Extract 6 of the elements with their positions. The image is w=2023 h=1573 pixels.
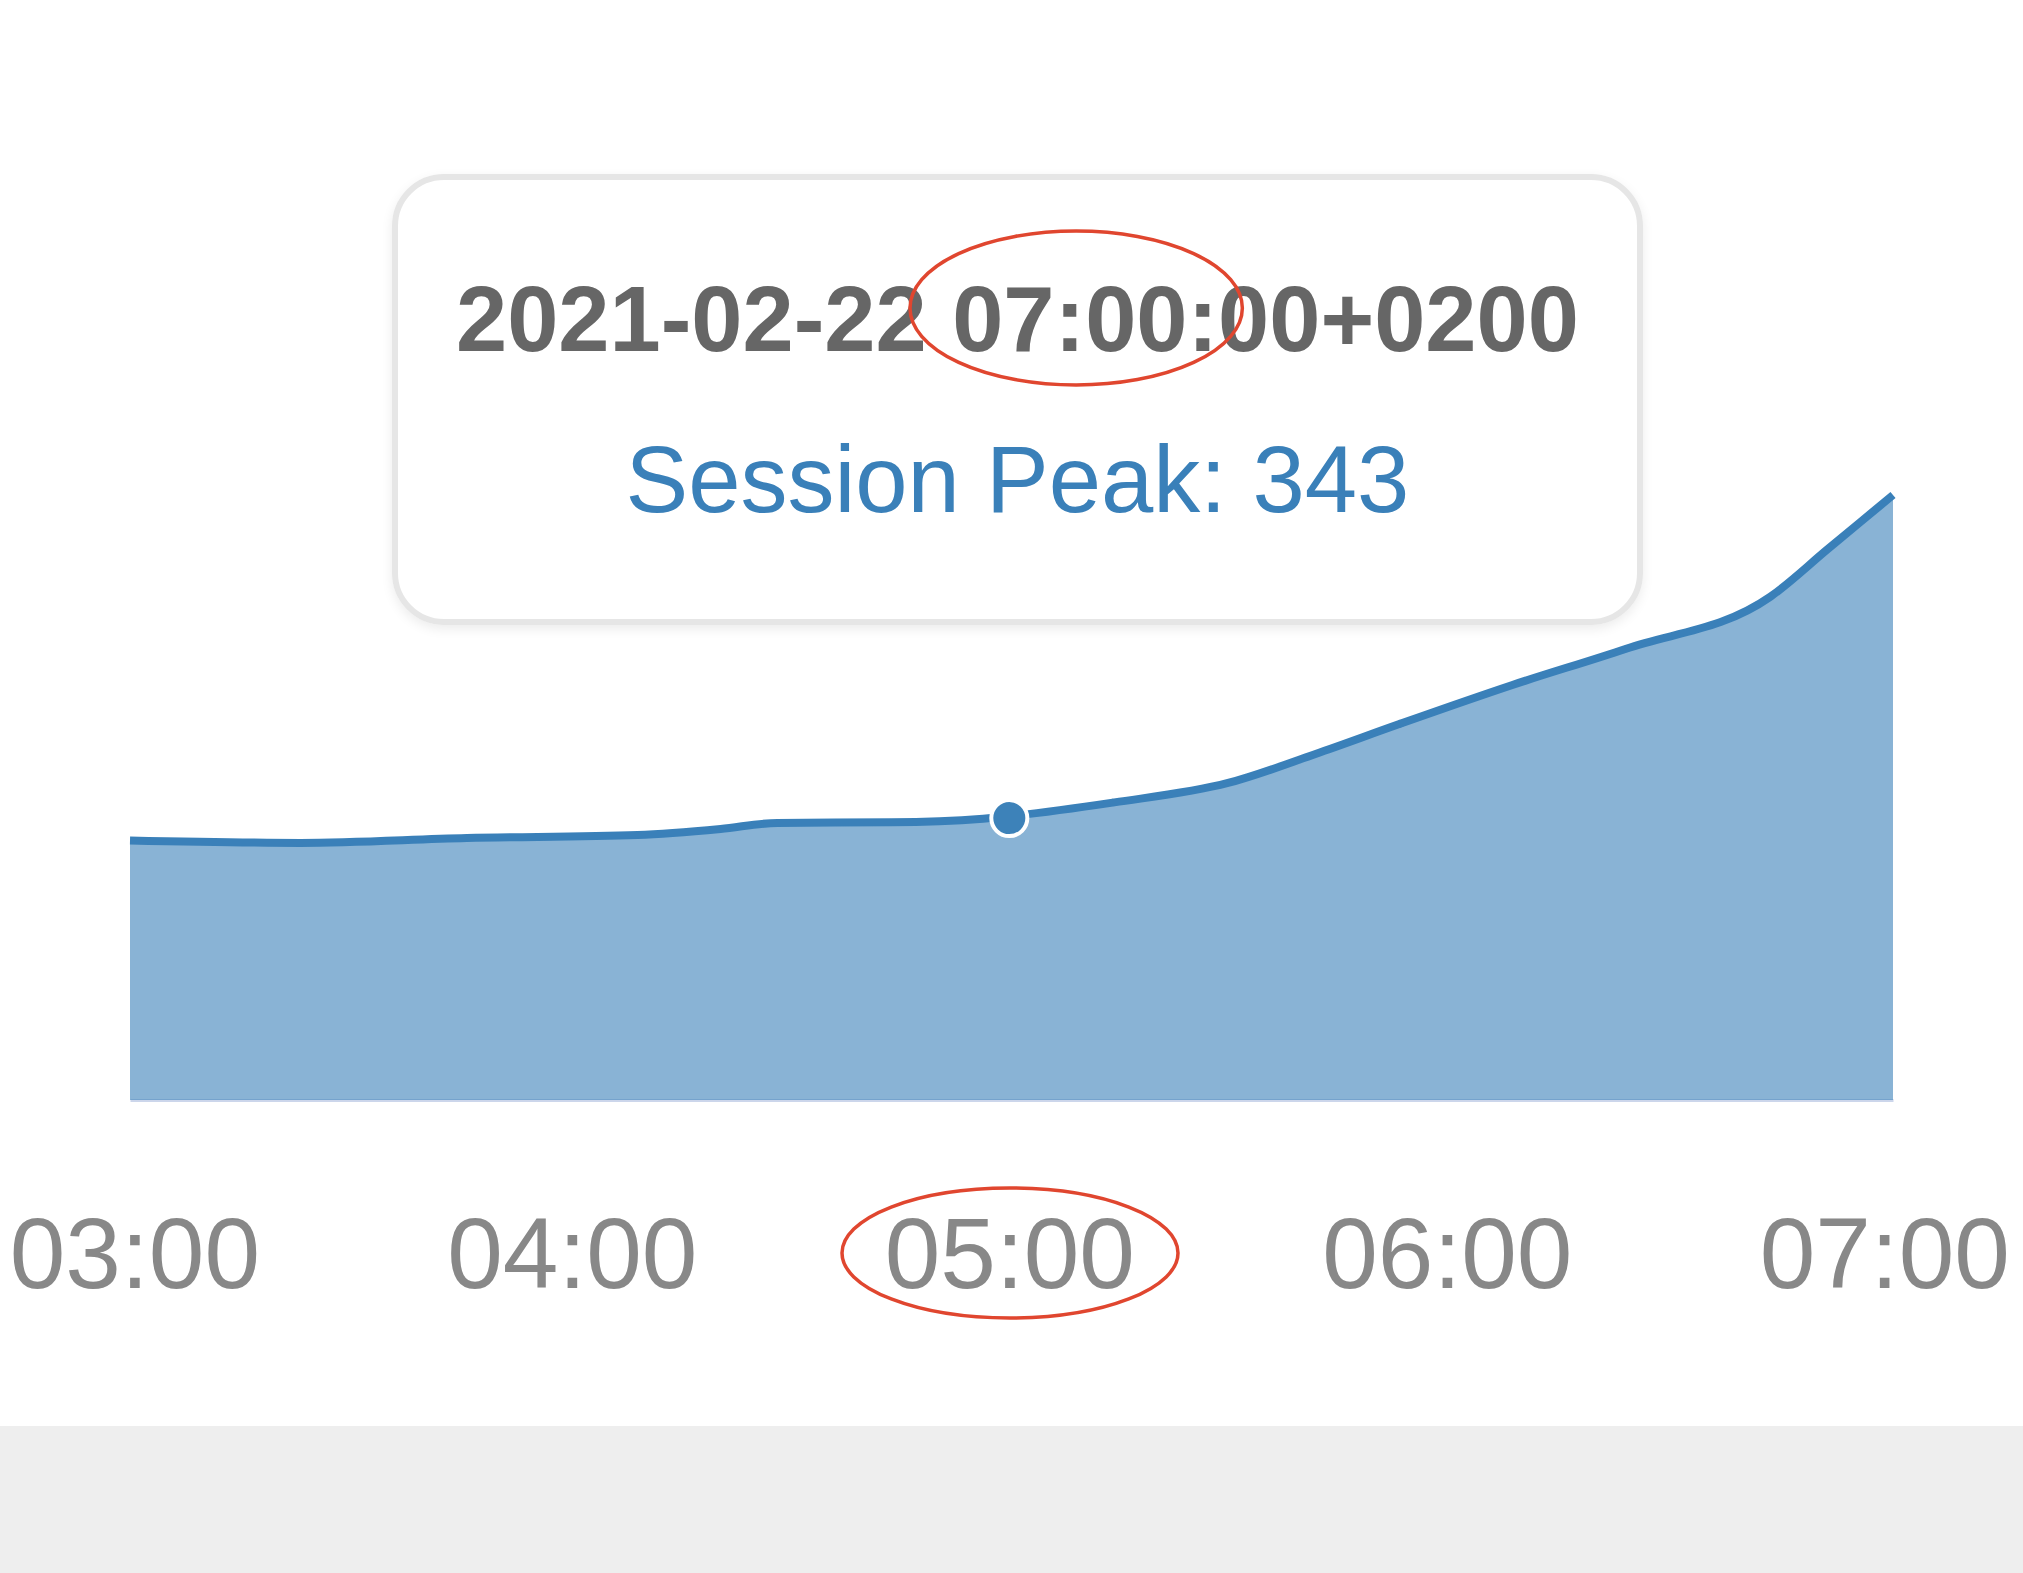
x-tick-label: 06:00	[1322, 1196, 1573, 1309]
x-tick-label: 07:00	[1759, 1196, 2010, 1309]
x-tick-label: 03:00	[9, 1196, 260, 1309]
x-tick-label: 04:00	[447, 1196, 698, 1309]
annotation: Session Peak: 343	[625, 427, 1410, 532]
x-tick-label: 05:00	[884, 1196, 1135, 1309]
